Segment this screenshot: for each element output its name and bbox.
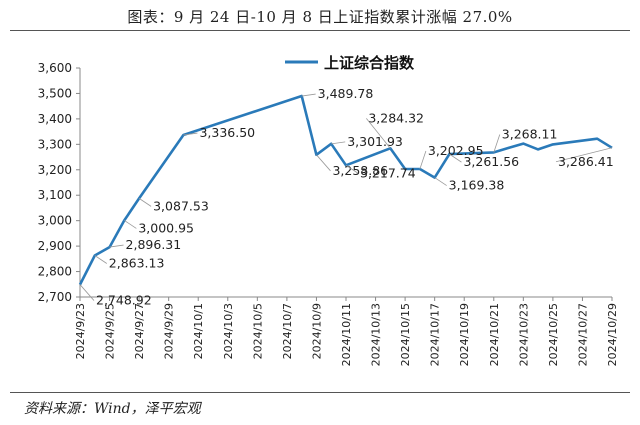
data-label: 2,863.13 xyxy=(109,255,165,270)
label-leader xyxy=(366,118,391,149)
x-tick-label: 2024/10/5 xyxy=(251,303,264,359)
label-leader xyxy=(419,150,427,170)
data-label: 3,000.95 xyxy=(138,220,194,235)
x-tick-label: 2024/10/21 xyxy=(488,303,501,366)
y-tick-label: 3,100 xyxy=(38,188,72,202)
x-tick-label: 2024/10/27 xyxy=(576,303,589,366)
data-label: 3,261.56 xyxy=(463,154,519,169)
x-tick-label: 2024/9/29 xyxy=(163,303,176,359)
x-tick-label: 2024/10/19 xyxy=(458,303,471,366)
data-label: 3,268.11 xyxy=(502,126,558,141)
label-leader xyxy=(301,93,316,97)
data-label: 3,286.41 xyxy=(558,154,614,169)
x-tick-label: 2024/10/3 xyxy=(222,303,235,359)
x-tick-label: 2024/10/7 xyxy=(281,303,294,359)
y-tick-label: 2,900 xyxy=(38,239,72,253)
label-leader xyxy=(109,244,124,248)
x-tick-label: 2024/10/1 xyxy=(192,303,205,359)
data-label: 3,087.53 xyxy=(153,198,209,213)
label-leader xyxy=(555,147,613,163)
source-note: 资料来源：Wind，泽平宏观 xyxy=(24,401,201,417)
x-tick-label: 2024/10/9 xyxy=(310,303,323,359)
label-leader xyxy=(79,284,95,301)
y-tick-label: 3,400 xyxy=(38,112,72,126)
label-leader xyxy=(434,177,447,186)
y-tick-label: 3,300 xyxy=(38,137,72,151)
y-axis: 2,700 2,800 2,900 3,000 3,100 3,200 3,300 3,400… xyxy=(38,61,81,304)
data-label: 3,217.74 xyxy=(360,165,416,180)
label-leader xyxy=(138,198,152,207)
x-tick-label: 2024/10/29 xyxy=(606,303,619,366)
y-tick-label: 2,700 xyxy=(38,290,72,304)
series-line xyxy=(78,94,613,286)
label-leader xyxy=(94,255,107,264)
label-leader xyxy=(316,154,331,172)
x-tick-label: 2024/10/15 xyxy=(399,303,412,366)
x-tick-label: 2024/9/23 xyxy=(74,303,87,359)
x-tick-label: 2024/10/23 xyxy=(517,303,530,366)
data-label: 3,258.86 xyxy=(332,163,388,178)
x-tick-label: 2024/10/17 xyxy=(429,303,442,366)
label-leader xyxy=(183,132,198,136)
title-divider xyxy=(10,30,630,31)
label-leader xyxy=(124,220,137,229)
y-tick-label: 3,500 xyxy=(38,86,72,100)
series-group xyxy=(78,94,613,286)
data-label: 3,169.38 xyxy=(449,178,505,193)
data-label: 3,489.78 xyxy=(318,86,374,101)
label-leader xyxy=(331,141,346,145)
data-label: 3,301.93 xyxy=(347,134,403,149)
data-labels: 2,748.92 2,863.13 2,896.31 3,000.95 3,087.53… xyxy=(79,86,614,308)
x-tick-label: 2024/10/11 xyxy=(340,303,353,366)
x-tick-label: 2024/10/25 xyxy=(547,303,560,366)
data-label: 2,748.92 xyxy=(96,293,152,308)
x-tick-label: 2024/9/25 xyxy=(104,303,117,359)
data-label: 3,284.32 xyxy=(368,110,424,125)
legend: 上证综合指数 xyxy=(285,54,415,72)
data-label: 3,202.95 xyxy=(428,143,484,158)
label-leader xyxy=(493,134,501,153)
x-axis: 2024/9/23 2024/9/25 2024/9/27 2024/9/29 2024… xyxy=(74,296,619,366)
data-label: 2,896.31 xyxy=(126,237,182,252)
data-label: 3,336.50 xyxy=(199,125,255,140)
y-tick-label: 3,200 xyxy=(38,163,72,177)
y-tick-label: 3,600 xyxy=(38,61,72,75)
label-leader xyxy=(449,153,462,163)
footer-divider xyxy=(10,392,630,393)
y-tick-label: 2,800 xyxy=(38,265,72,279)
x-tick-label: 2024/10/13 xyxy=(370,303,383,366)
x-tick-label: 2024/9/27 xyxy=(133,303,146,359)
y-tick-label: 3,000 xyxy=(38,214,72,228)
chart-title: 图表：9 月 24 日-10 月 8 日上证指数累计涨幅 27.0% xyxy=(127,8,513,26)
label-leader xyxy=(345,164,359,174)
legend-label: 上证综合指数 xyxy=(324,54,415,72)
